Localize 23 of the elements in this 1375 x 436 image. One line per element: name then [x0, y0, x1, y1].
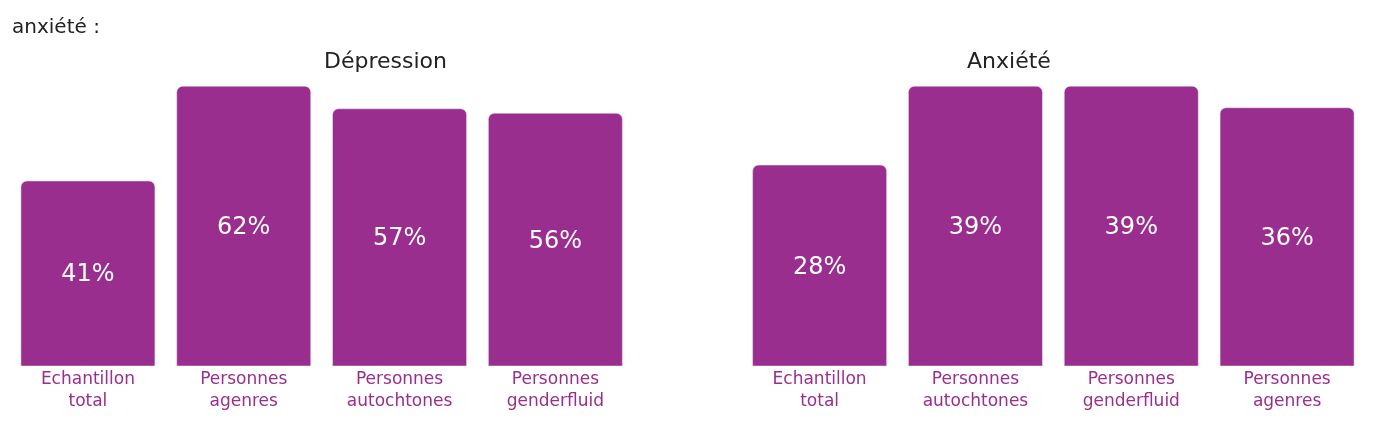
data-label: 36%: [1260, 222, 1314, 251]
x-tick-label: Personnes agenres: [1243, 368, 1331, 411]
x-tick-label: Echantillon total: [40, 368, 135, 411]
data-label: 62%: [217, 212, 271, 241]
data-label: 39%: [1104, 212, 1158, 241]
chart-title: Dépression: [324, 48, 447, 73]
x-tick-label: Personnes agenres: [200, 368, 288, 411]
chart-title: Anxiété: [967, 48, 1051, 73]
data-label: 41%: [61, 259, 115, 288]
bar: [488, 113, 623, 366]
bar: [176, 85, 311, 366]
x-tick-label: Echantillon total: [772, 368, 867, 411]
bar: [332, 108, 467, 366]
data-label: 57%: [372, 223, 427, 252]
x-tick-label: Personnes genderfluid: [1082, 368, 1180, 411]
data-label: 39%: [948, 212, 1003, 241]
data-label: 28%: [792, 251, 847, 280]
text: anxiété :: [12, 14, 100, 38]
bar: [20, 180, 156, 366]
x-tick-label: Personnes genderfluid: [506, 368, 605, 411]
x-tick-label: Personnes autochtones: [346, 368, 453, 411]
data-label: 56%: [528, 225, 583, 254]
x-tick-label: Personnes autochtones: [922, 368, 1029, 411]
